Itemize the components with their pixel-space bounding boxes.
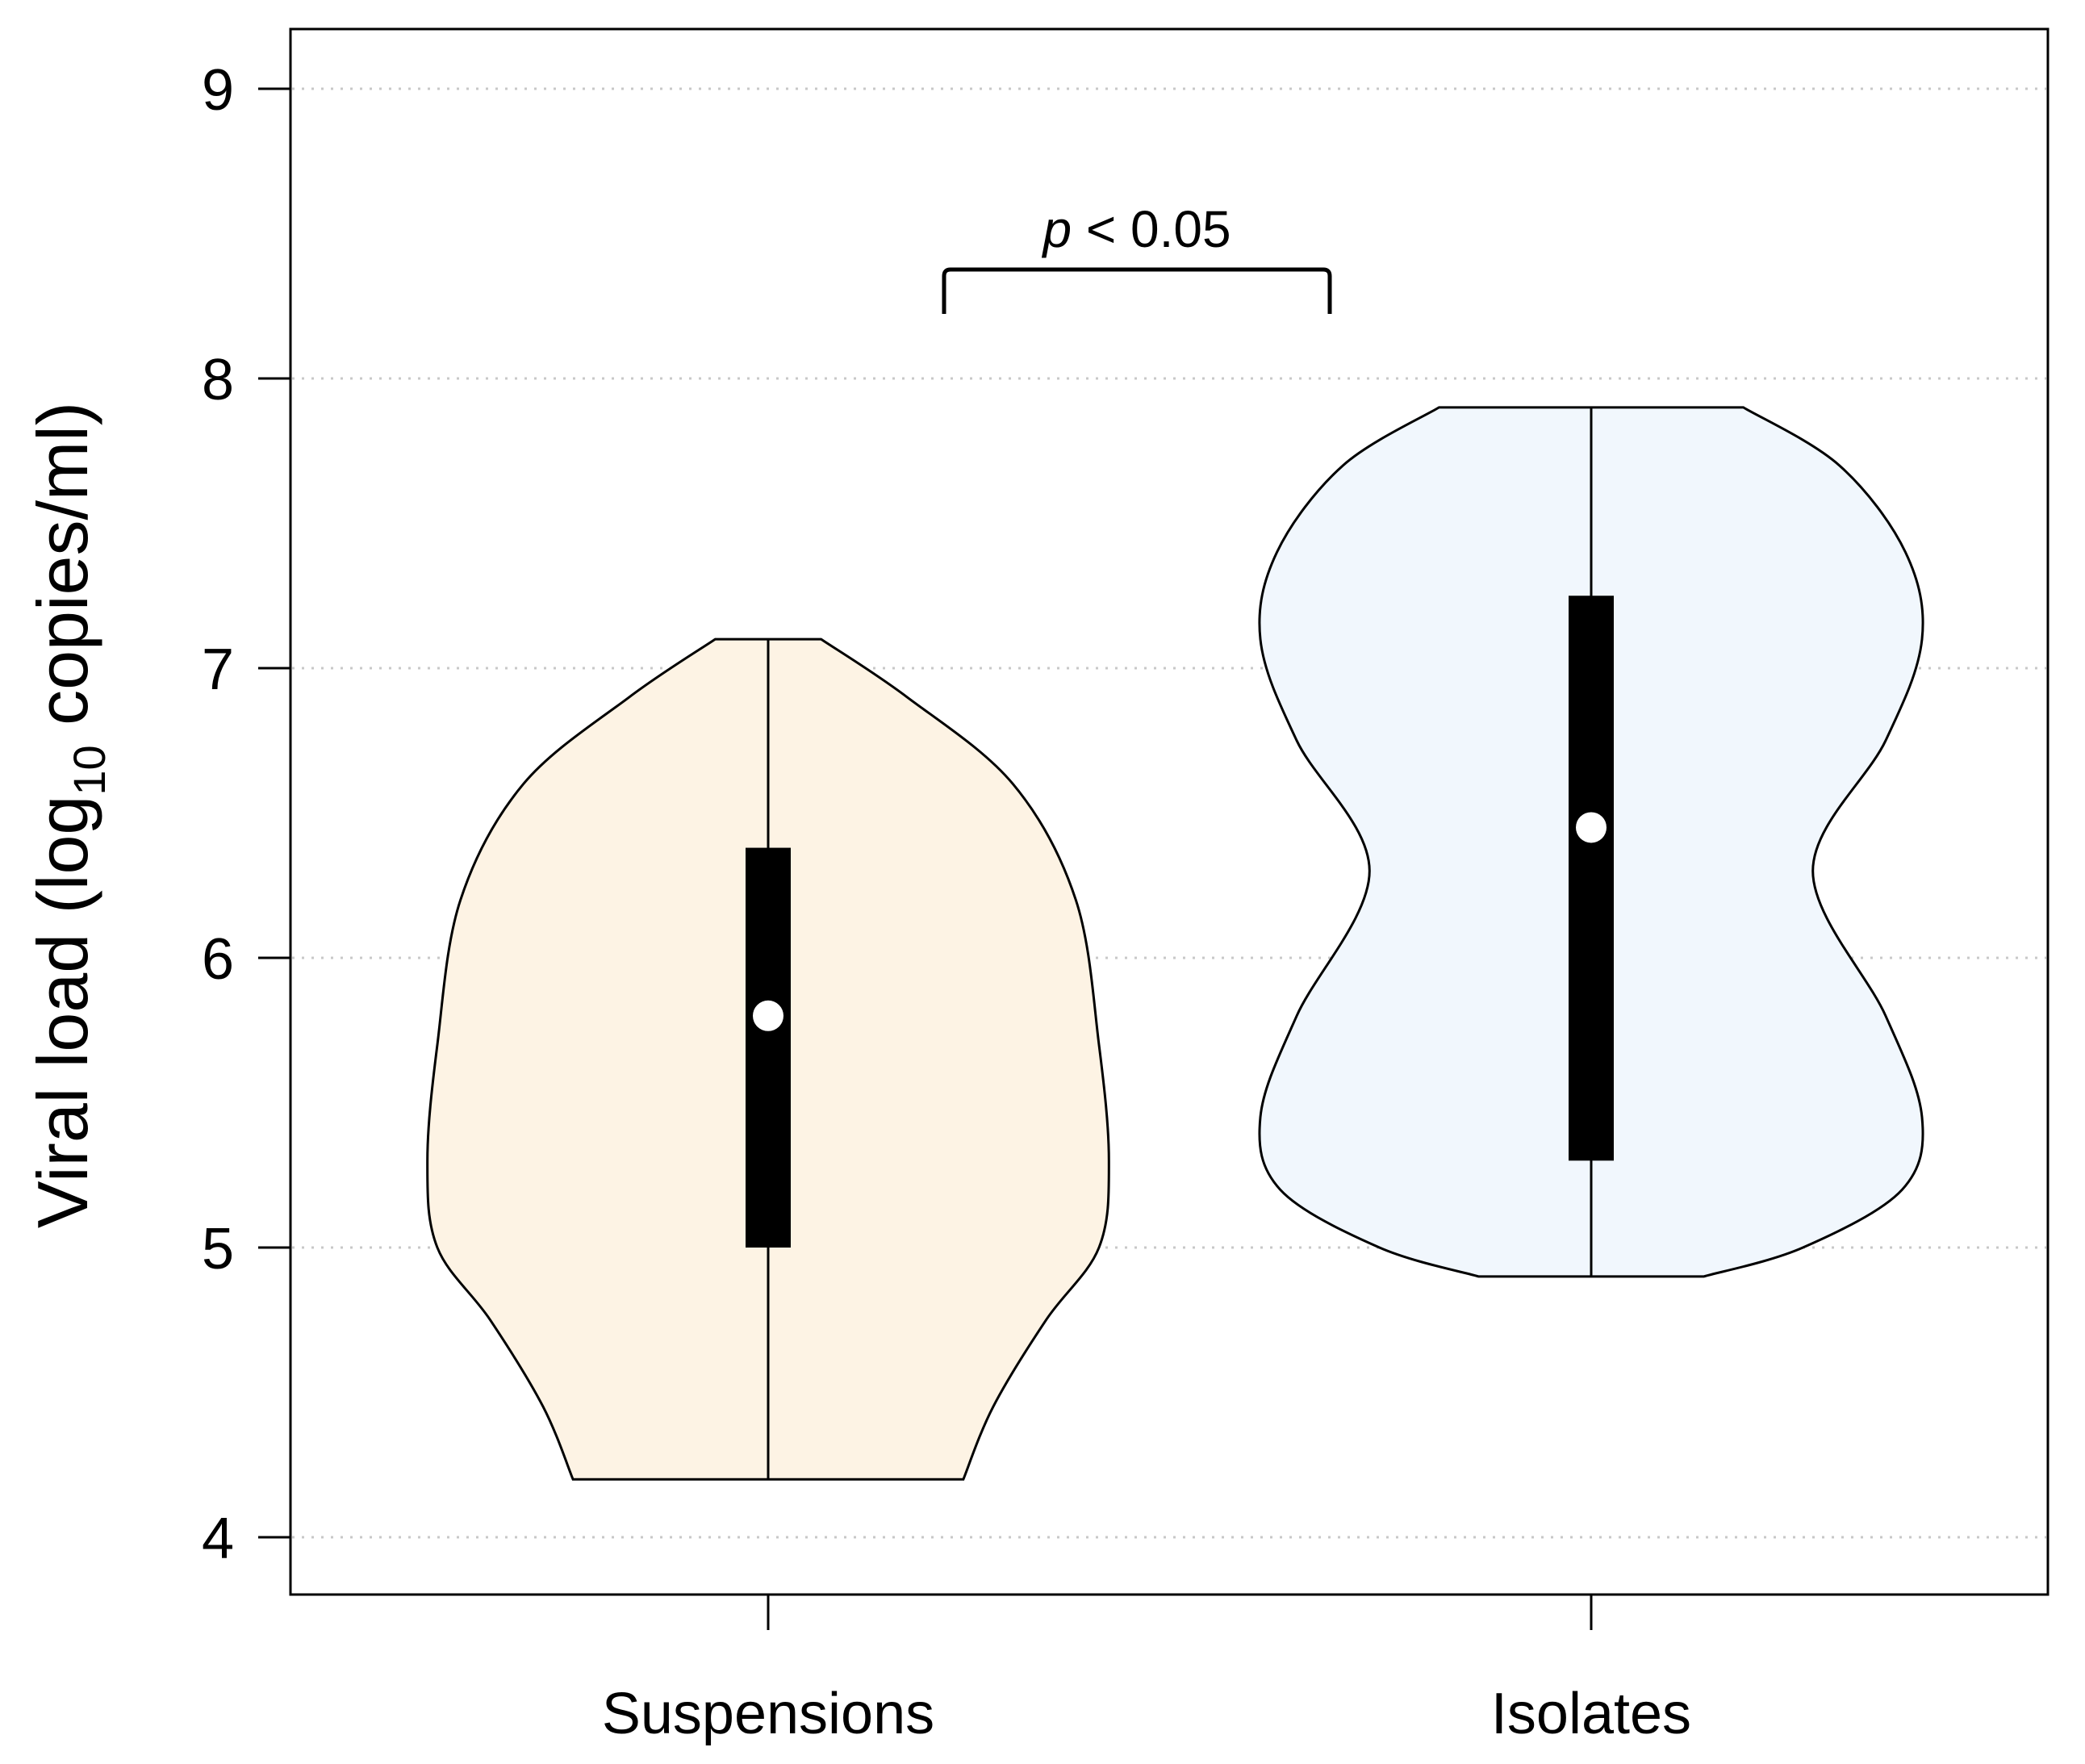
y-tick-label-7: 7	[202, 637, 234, 702]
plot-frame	[289, 27, 2049, 1596]
x-tick-label-suspensions: Suspensions	[602, 1682, 934, 1746]
y-tick-label-5: 5	[202, 1217, 234, 1281]
iqr-box-isolates	[1569, 596, 1614, 1161]
significance-bracket	[942, 267, 1332, 314]
y-tick-label-6: 6	[202, 927, 234, 992]
x-axis: Suspensions Isolates	[602, 1595, 1691, 1746]
y-tick-label-4: 4	[202, 1507, 234, 1571]
significance-annotation: p < 0.05	[942, 200, 1332, 314]
y-axis: 4 5 6 7 8 9	[202, 58, 290, 1571]
x-tick-label-isolates: Isolates	[1491, 1682, 1691, 1746]
violins	[426, 406, 1924, 1481]
y-axis-label-subscript: 10	[64, 745, 115, 795]
iqr-box-suspensions	[746, 847, 791, 1248]
y-axis-label: Viral load (log10 copies/ml)	[23, 402, 115, 1228]
median-dot-suspensions	[753, 1000, 783, 1031]
median-dot-isolates	[1576, 812, 1607, 843]
p-value-label: p < 0.05	[1041, 200, 1231, 258]
y-tick-label-9: 9	[202, 58, 234, 123]
y-tick-label-8: 8	[202, 348, 234, 412]
